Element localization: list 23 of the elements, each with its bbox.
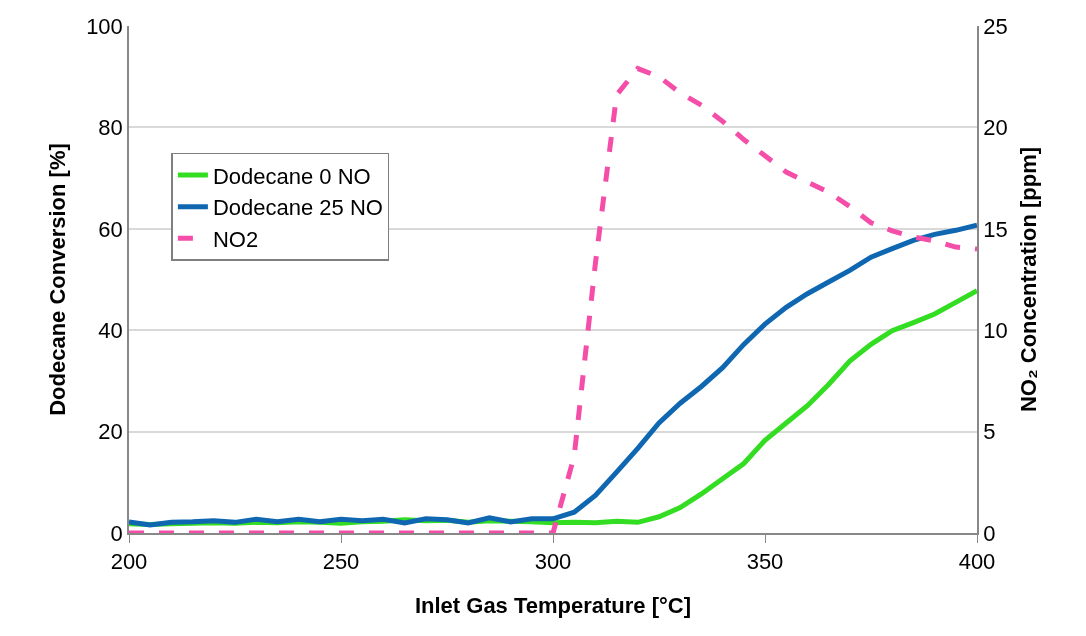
y2-tick-label: 15 [983, 216, 1008, 242]
legend-label: NO2 [212, 226, 259, 252]
y2-tick-label: 25 [983, 13, 1008, 39]
y-tick-label: 40 [98, 317, 123, 343]
y-axis-title: Dodecane Conversion [%] [45, 143, 71, 416]
y2-tick-label: 0 [983, 520, 996, 546]
x-tick-label: 300 [534, 549, 572, 575]
x-axis-title: Inlet Gas Temperature [°C] [414, 592, 692, 618]
x-tick-label: 400 [958, 549, 996, 575]
y-tick-label: 60 [98, 216, 123, 242]
y2-axis-title: NO₂ Concentration [ppm] [1016, 146, 1042, 413]
legend-label: Dodecane 0 NO [212, 163, 371, 189]
y-tick-label: 20 [98, 419, 123, 445]
x-tick-label: 350 [746, 549, 784, 575]
y-tick-label: 80 [98, 115, 123, 141]
y-tick-label: 0 [110, 520, 123, 546]
x-tick-label: 250 [322, 549, 360, 575]
y-tick-label: 100 [86, 13, 123, 39]
legend-label: Dodecane 25 NO [212, 195, 383, 221]
y2-tick-label: 10 [983, 317, 1008, 343]
x-tick-label: 200 [110, 549, 148, 575]
y2-tick-label: 5 [983, 419, 996, 445]
y2-tick-label: 20 [983, 115, 1008, 141]
